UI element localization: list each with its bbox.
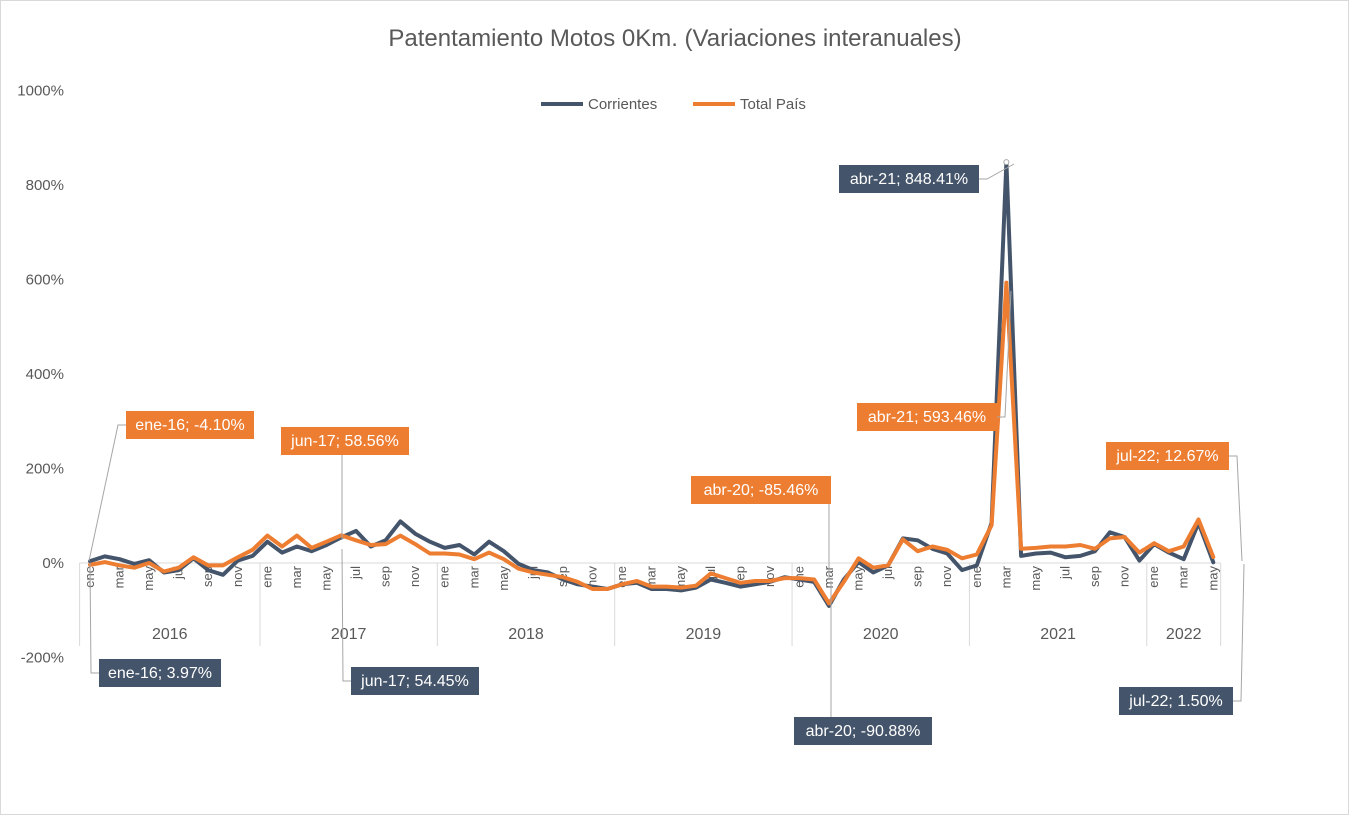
x-year-label-2016: 2016 xyxy=(152,626,188,643)
x-month-label-28: may xyxy=(496,566,511,591)
x-month-label-12: ene xyxy=(259,566,274,588)
callout-label-2: jun-17; 58.56% xyxy=(290,433,399,450)
callout-label-7: abr-21; 593.46% xyxy=(868,409,986,426)
x-month-label-66: jul xyxy=(1057,566,1072,580)
callout-box-7 xyxy=(857,403,997,431)
series-line-1 xyxy=(88,280,1216,606)
x-month-label-20: sep xyxy=(378,566,393,587)
y-axis: 1000% 800% 600% 400% 200% 0% -200% xyxy=(17,83,64,667)
x-month-label-60: ene xyxy=(969,566,984,588)
x-month-label-62: mar xyxy=(998,565,1013,588)
x-month-label-4: may xyxy=(141,566,156,591)
legend: Corrientes Total País xyxy=(541,96,806,113)
callout-box-8 xyxy=(1106,442,1229,470)
x-month-label-16: may xyxy=(318,566,333,591)
callout-label-9: jul-22; 1.50% xyxy=(1128,693,1222,710)
x-year-label-2021: 2021 xyxy=(1040,626,1076,643)
x-month-label-72: ene xyxy=(1146,566,1161,588)
x-month-label-2: mar xyxy=(112,565,127,588)
x-month-label-40: may xyxy=(673,566,688,591)
x-month-label-74: mar xyxy=(1176,565,1191,588)
x-month-label-58: nov xyxy=(939,566,954,587)
callout-box-3 xyxy=(351,667,479,695)
x-month-label-38: mar xyxy=(644,565,659,588)
callout-leader-8 xyxy=(1229,455,1243,562)
x-month-label-10: nov xyxy=(230,566,245,587)
x-month-label-76: may xyxy=(1205,566,1220,591)
callout-label-5: abr-20; -90.88% xyxy=(806,723,921,740)
x-month-label-64: may xyxy=(1028,566,1043,591)
y-tick-label-6: -200% xyxy=(21,650,64,667)
callout-box-6 xyxy=(839,165,979,193)
x-month-label-22: nov xyxy=(407,566,422,587)
callout-label-6: abr-21; 848.41% xyxy=(850,171,968,188)
x-month-label-26: mar xyxy=(466,565,481,588)
callout-leader-0 xyxy=(88,424,126,562)
x-year-label-2019: 2019 xyxy=(686,626,722,643)
callout-leader-9 xyxy=(1233,563,1245,702)
callout-label-4: abr-20; -85.46% xyxy=(704,482,819,499)
x-month-label-18: jul xyxy=(348,566,363,580)
callout-label-3: jun-17; 54.45% xyxy=(360,673,469,690)
x-month-label-14: mar xyxy=(289,565,304,588)
x-month-label-68: sep xyxy=(1087,566,1102,587)
callout-box-5 xyxy=(794,717,932,745)
x-year-label-2017: 2017 xyxy=(331,626,367,643)
data-callouts: ene-16; -4.10% ene-16; 3.97% jun-17; 58.56… xyxy=(88,163,1245,745)
x-month-label-0: ene xyxy=(82,566,97,588)
series-line-0 xyxy=(88,160,1216,608)
x-month-label-52: may xyxy=(851,566,866,591)
y-tick-label-5: 0% xyxy=(42,555,64,572)
peak-marker xyxy=(1003,159,1010,166)
callout-leader-1 xyxy=(89,562,99,674)
callout-box-0 xyxy=(126,411,254,439)
callout-box-2 xyxy=(281,427,409,455)
y-tick-label-0: 1000% xyxy=(17,83,64,100)
y-tick-label-3: 400% xyxy=(26,366,64,383)
callout-box-4 xyxy=(691,476,831,504)
callout-leader-6 xyxy=(979,163,1015,180)
callout-box-9 xyxy=(1119,687,1233,715)
x-month-label-70: nov xyxy=(1117,566,1132,587)
x-axis: ene mar may jul sep nov ene mar may jul sep nov ene m… xyxy=(79,562,1222,646)
x-month-label-24: ene xyxy=(437,566,452,588)
x-year-label-2018: 2018 xyxy=(508,626,544,643)
y-tick-label-2: 600% xyxy=(26,272,64,289)
legend-label-total-pais: Total País xyxy=(740,96,806,113)
y-tick-label-4: 200% xyxy=(26,461,64,478)
callout-leader-7 xyxy=(997,290,1012,418)
callout-label-8: jul-22; 12.67% xyxy=(1115,448,1218,465)
x-month-label-34: nov xyxy=(585,566,600,587)
callout-leader-3 xyxy=(341,548,351,682)
chart-title: Patentamiento Motos 0Km. (Variaciones in… xyxy=(388,25,961,52)
callout-label-0: ene-16; -4.10% xyxy=(135,417,244,434)
callout-label-1: ene-16; 3.97% xyxy=(108,665,212,682)
series-layer xyxy=(88,159,1216,608)
x-month-label-56: sep xyxy=(910,566,925,587)
y-tick-label-1: 800% xyxy=(26,177,64,194)
callout-box-1 xyxy=(99,659,221,687)
x-year-label-2020: 2020 xyxy=(863,626,899,643)
legend-label-corrientes: Corrientes xyxy=(588,96,657,113)
x-year-label-2022: 2022 xyxy=(1166,626,1202,643)
